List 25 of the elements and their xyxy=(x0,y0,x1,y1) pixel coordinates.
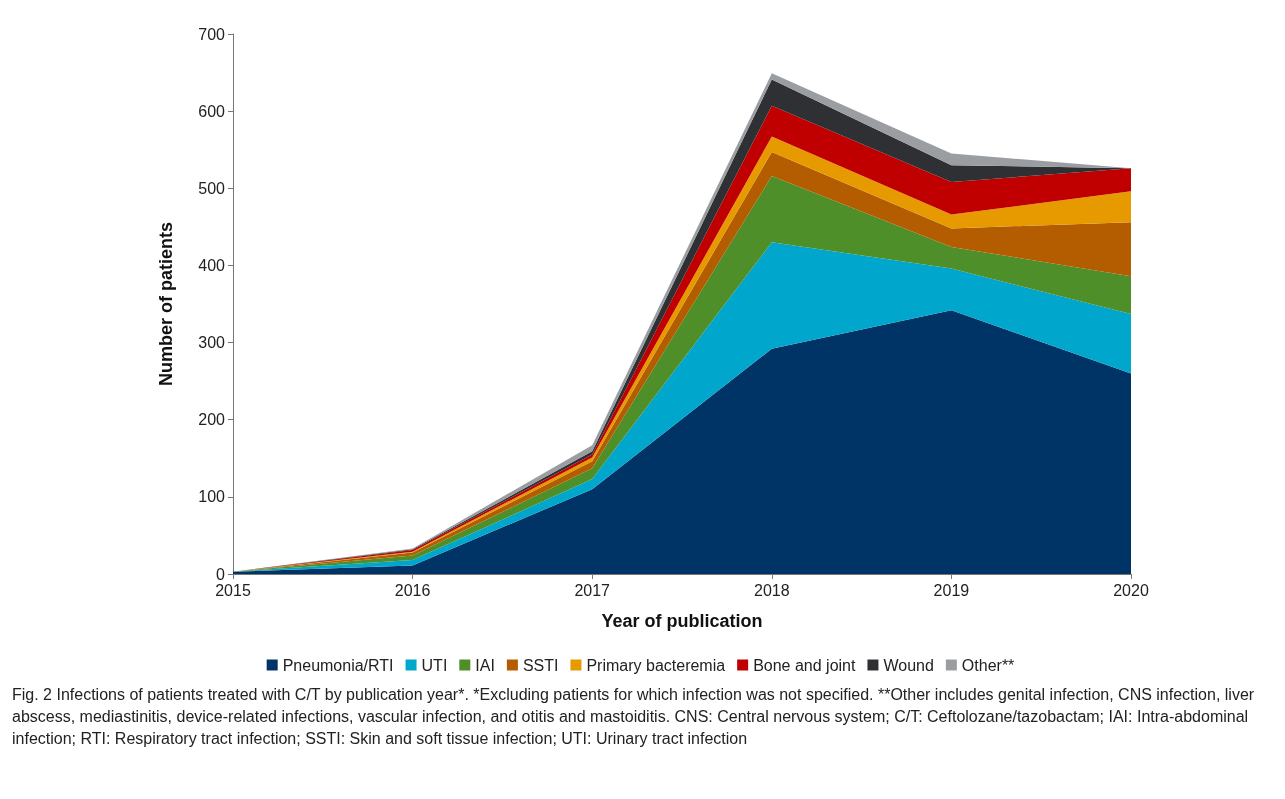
x-tick-label: 2015 xyxy=(215,581,251,599)
y-axis-title: Number of patients xyxy=(156,221,176,387)
y-tick-label: 600 xyxy=(198,102,226,120)
legend-label: Bone and joint xyxy=(753,656,857,674)
y-tick-label: 700 xyxy=(198,25,226,43)
y-tick-label: 100 xyxy=(198,488,226,506)
x-tick-label: 2020 xyxy=(1113,581,1149,599)
x-tick-label: 2016 xyxy=(394,581,431,599)
y-tick-label: 0 xyxy=(216,565,226,583)
legend-label: Pneumonia/RTI xyxy=(282,656,394,674)
legend-label: Wound xyxy=(883,656,934,674)
legend-label: Other** xyxy=(961,656,1015,674)
legend-label: UTI xyxy=(421,656,448,674)
x-axis-title: Year of publication xyxy=(601,611,763,631)
y-tick-label: 200 xyxy=(198,411,226,429)
x-tick-label: 2018 xyxy=(754,581,790,599)
x-tick-label: 2017 xyxy=(574,581,611,599)
legend-label: IAI xyxy=(475,656,495,674)
legend-label: Primary bacteremia xyxy=(586,656,726,674)
y-tick-label: 500 xyxy=(198,179,226,197)
x-tick-label: 2019 xyxy=(933,581,970,599)
caption: Fig. 2 Infections of patients treated with C/T by publication year*. *Excluding patients for which infection was not specified. **Other includes genital infection, CNS infection, liver abscess, mediastinitis, device-related infections, vascular infection, and otitis and mastoiditis. CNS: Central nervous system; C/T: Ceftolozane/tazobactam; IAI: Intra-abdominal infection; RTI: Respiratory tract infection; SSTI: Skin and soft tissue infection; UTI: Urinary tract infection xyxy=(11,685,1256,749)
y-tick-label: 300 xyxy=(198,334,226,352)
y-tick-label: 400 xyxy=(198,256,226,274)
legend-label: SSTI xyxy=(522,656,559,674)
